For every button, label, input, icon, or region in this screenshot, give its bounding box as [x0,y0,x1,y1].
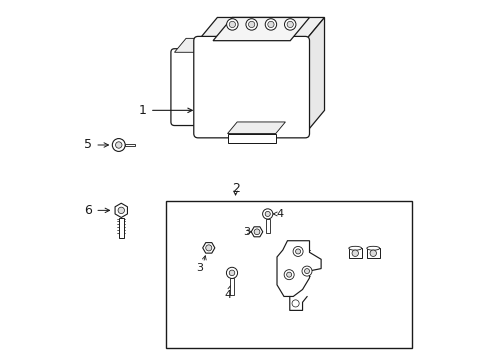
Polygon shape [276,241,321,296]
Circle shape [292,247,303,256]
Circle shape [291,300,299,307]
Circle shape [226,267,237,278]
Circle shape [115,142,122,148]
Text: 2: 2 [231,183,239,195]
Polygon shape [115,203,127,217]
Circle shape [226,19,238,30]
Bar [125,144,135,147]
Text: 3: 3 [242,227,249,237]
Circle shape [112,139,125,152]
Polygon shape [198,18,324,41]
Bar [227,134,275,143]
Text: 1: 1 [139,104,146,117]
Circle shape [262,209,272,219]
Circle shape [254,229,259,235]
Polygon shape [213,18,309,41]
Bar [165,202,411,348]
Bar [119,217,123,238]
Bar [366,248,379,258]
Text: 4: 4 [224,290,231,300]
Polygon shape [174,39,209,52]
Circle shape [248,21,254,28]
Circle shape [264,211,270,216]
Bar [348,248,361,258]
Text: 5: 5 [84,139,92,152]
Circle shape [286,272,291,277]
Circle shape [229,270,234,276]
Circle shape [118,207,124,213]
Bar [229,278,233,295]
Ellipse shape [348,246,361,250]
Text: 6: 6 [84,204,92,217]
Text: 3: 3 [196,262,203,273]
FancyBboxPatch shape [171,49,201,126]
Ellipse shape [366,246,379,250]
Bar [265,219,269,233]
Circle shape [295,249,300,254]
Polygon shape [305,18,324,134]
Circle shape [369,250,376,256]
Polygon shape [251,227,262,237]
Circle shape [205,245,211,251]
Circle shape [245,19,257,30]
Text: 4: 4 [276,209,283,219]
Circle shape [267,21,273,28]
Polygon shape [203,243,214,253]
Polygon shape [227,122,285,134]
Circle shape [302,266,311,276]
Circle shape [284,270,294,280]
Circle shape [229,21,235,28]
FancyBboxPatch shape [193,36,309,138]
Circle shape [284,19,295,30]
Circle shape [351,250,358,256]
Circle shape [264,19,276,30]
Circle shape [286,21,293,28]
Circle shape [304,269,309,274]
